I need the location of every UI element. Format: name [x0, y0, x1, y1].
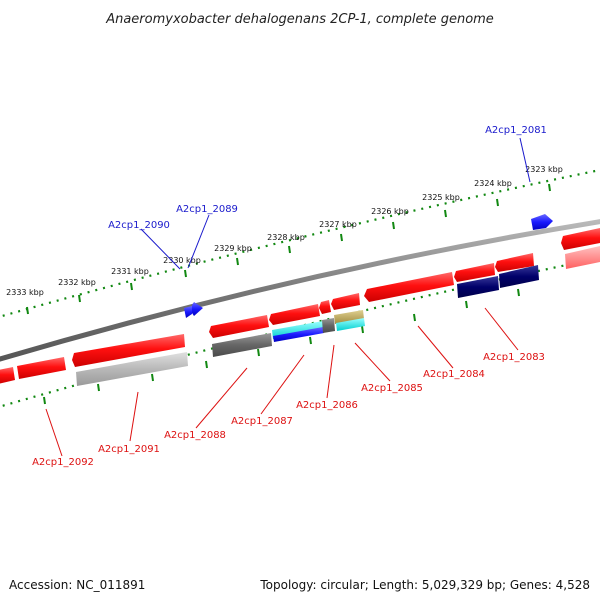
label-A2cp1_2088[interactable]: A2cp1_2088 [164, 430, 226, 441]
gene-A2cp1_2083[interactable] [499, 265, 539, 288]
label-leader-lines [45, 137, 531, 457]
gene-2091-red[interactable] [72, 334, 185, 367]
label-A2cp1_2083[interactable]: A2cp1_2083 [483, 352, 545, 363]
genome-backbone [0, 219, 600, 362]
tick-label-2329: 2329 kbp [214, 244, 252, 253]
gene-2085-red[interactable] [331, 293, 360, 310]
gene-2086-red[interactable] [319, 300, 331, 314]
gene-2083-red-a[interactable] [454, 263, 495, 282]
tick-label-2326: 2326 kbp [371, 207, 409, 216]
tick-label-2325: 2325 kbp [422, 193, 460, 202]
tick-label-2324: 2324 kbp [474, 179, 512, 188]
tick-label-2328: 2328 kbp [267, 233, 305, 242]
label-A2cp1_2089[interactable]: A2cp1_2089 [176, 204, 238, 215]
gene-A2cp1_2084[interactable] [457, 276, 499, 298]
gene-left-edge-1[interactable] [0, 367, 15, 384]
tick-label-2332: 2332 kbp [58, 278, 96, 287]
gene-A2cp1_2090[interactable] [184, 306, 192, 318]
label-A2cp1_2090[interactable]: A2cp1_2090 [108, 220, 170, 231]
tick-label-2323: 2323 kbp [525, 165, 563, 174]
gene-right-edge-pink[interactable] [565, 246, 600, 269]
label-A2cp1_2092[interactable]: A2cp1_2092 [32, 457, 94, 468]
label-A2cp1_2086[interactable]: A2cp1_2086 [296, 400, 358, 411]
tick-label-2331: 2331 kbp [111, 267, 149, 276]
map-title: Anaeromyxobacter dehalogenans 2CP-1, com… [105, 12, 494, 27]
gene-2084-red[interactable] [364, 272, 454, 302]
gene-2083-red-b[interactable] [495, 253, 534, 272]
gene-track-red [0, 228, 600, 384]
gene-right-edge-red[interactable] [561, 228, 600, 250]
tick-label-2327: 2327 kbp [319, 220, 357, 229]
tick-label-2330: 2330 kbp [163, 256, 201, 265]
gene-A2cp1_2086[interactable] [322, 318, 335, 333]
gene-track-secondary [76, 246, 600, 386]
gene-A2cp1_2081[interactable] [531, 214, 553, 230]
upper-major-ticks [26, 183, 551, 315]
gene-A2cp1_2088[interactable] [212, 333, 272, 357]
gene-A2cp1_2085[interactable] [336, 318, 365, 331]
gene-2088-red[interactable] [209, 315, 269, 338]
genome-summary-text: Topology: circular; Length: 5,029,329 bp… [260, 578, 590, 592]
label-A2cp1_2087[interactable]: A2cp1_2087 [231, 416, 293, 427]
gene-A2cp1_2089[interactable] [192, 302, 203, 316]
label-A2cp1_2081[interactable]: A2cp1_2081 [485, 125, 547, 136]
gene-A2cp1_2085-khaki[interactable] [334, 310, 364, 324]
gene-2087-red[interactable] [269, 304, 320, 325]
gene-A2cp1_2087[interactable] [273, 327, 324, 342]
accession-text: Accession: NC_011891 [9, 578, 146, 592]
label-A2cp1_2085[interactable]: A2cp1_2085 [361, 383, 423, 394]
upper-tick-ruler [0, 168, 600, 318]
label-A2cp1_2091[interactable]: A2cp1_2091 [98, 444, 160, 455]
label-A2cp1_2084[interactable]: A2cp1_2084 [423, 369, 485, 380]
gene-A2cp1_2091[interactable] [76, 352, 188, 386]
tick-label-2333: 2333 kbp [6, 288, 44, 297]
gene-left-edge-2[interactable] [17, 357, 66, 379]
lower-major-ticks [43, 288, 520, 405]
